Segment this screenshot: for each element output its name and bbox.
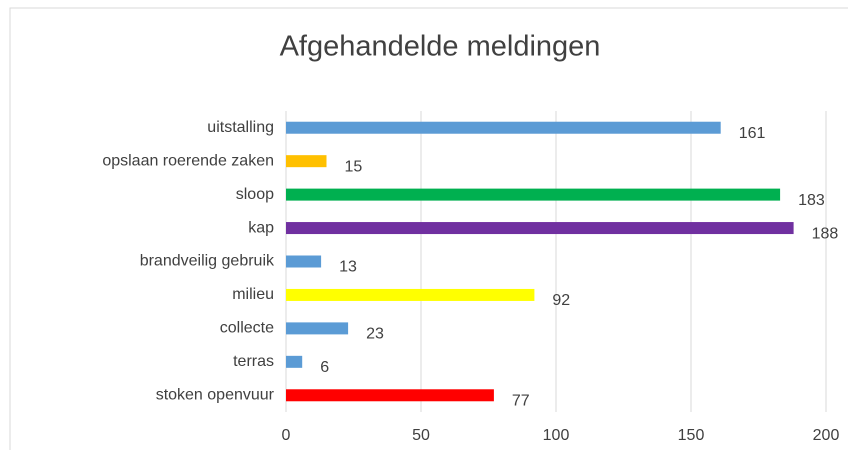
value-label: 92 [552, 292, 570, 309]
value-label: 188 [812, 225, 839, 242]
bar [286, 322, 349, 335]
value-label: 23 [366, 326, 384, 343]
chart-title: Afgehandelde meldingen [280, 31, 601, 63]
x-tick-label: 0 [282, 427, 291, 444]
x-tick-label: 50 [412, 427, 430, 444]
bar [286, 288, 535, 301]
bar [286, 155, 327, 168]
y-tick-label: uitstalling [207, 119, 274, 136]
bar [286, 355, 303, 368]
y-tick-label: brandveilig gebruik [140, 253, 275, 270]
y-tick-label: sloop [236, 186, 274, 203]
y-tick-label: kap [248, 219, 274, 236]
value-label: 15 [345, 158, 363, 175]
y-tick-label: milieu [232, 286, 274, 303]
value-label: 77 [512, 392, 530, 409]
bar [286, 222, 794, 235]
y-tick-label: stoken openvuur [156, 386, 275, 403]
y-tick-label: opslaan roerende zaken [102, 152, 274, 169]
bar [286, 121, 721, 134]
value-label: 6 [320, 359, 329, 376]
y-tick-label: collecte [220, 320, 274, 337]
bar [286, 188, 781, 201]
x-tick-label: 150 [678, 427, 705, 444]
value-label: 13 [339, 259, 357, 276]
bar [286, 389, 494, 402]
y-tick-label: terras [233, 353, 274, 370]
x-tick-label: 100 [543, 427, 570, 444]
bar [286, 255, 322, 268]
value-label: 183 [798, 192, 825, 209]
x-tick-label: 200 [813, 427, 840, 444]
value-label: 161 [739, 125, 766, 142]
